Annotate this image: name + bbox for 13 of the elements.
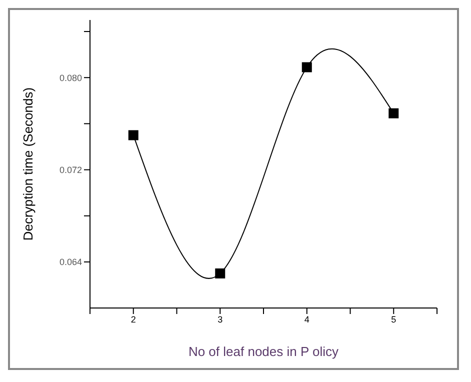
y-tick-label: 0.064 <box>59 257 82 268</box>
x-tick-label: 3 <box>218 314 223 324</box>
point <box>128 130 138 140</box>
x-axis-title: No of leaf nodes in P olicy <box>188 344 340 359</box>
x-tick-label: 4 <box>304 314 310 324</box>
y-tick-label: 0.080 <box>59 72 82 83</box>
point <box>388 108 399 118</box>
point <box>215 268 226 278</box>
y-axis-title: Decryption time (Seconds) <box>20 87 36 241</box>
y-tick-label: 0.072 <box>59 164 82 175</box>
point <box>302 62 312 72</box>
x-tick-label: 2 <box>130 314 136 324</box>
x-tick-label: 5 <box>391 314 396 324</box>
